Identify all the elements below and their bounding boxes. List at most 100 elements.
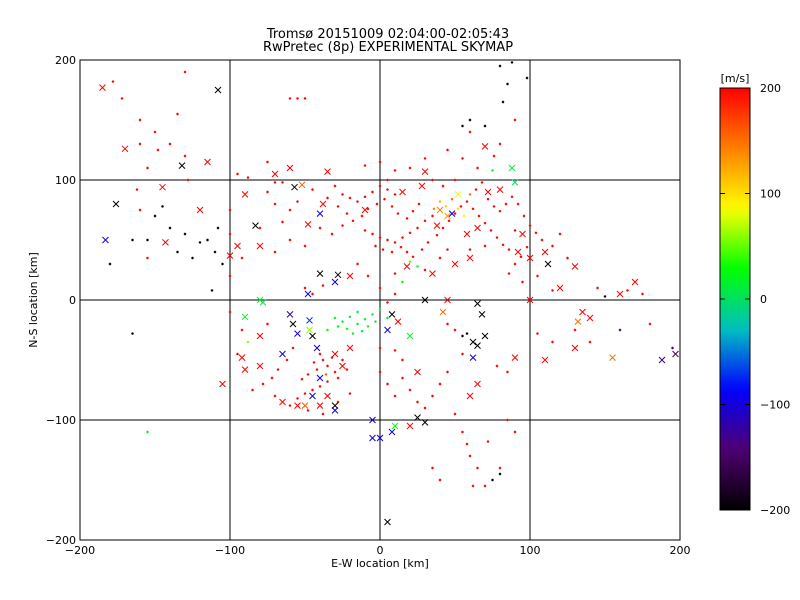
data-point-dot — [356, 262, 359, 266]
data-point-dot — [303, 286, 307, 290]
data-point-dot — [411, 255, 415, 258]
data-point-dot — [321, 284, 325, 287]
data-point-dot — [381, 248, 385, 251]
data-point-dot — [626, 289, 629, 292]
data-point-dot — [461, 430, 464, 434]
data-point-cross — [271, 170, 279, 178]
data-point-cross — [574, 318, 582, 325]
data-point-dot — [206, 238, 209, 242]
data-point-dot — [447, 219, 451, 222]
data-point-dot — [444, 205, 448, 208]
data-point-dot — [498, 142, 502, 146]
data-point-cross — [433, 222, 441, 229]
x-tick-label: 200 — [670, 544, 691, 557]
data-point-cross — [331, 407, 339, 414]
data-point-dot — [491, 169, 494, 172]
data-point-dot — [393, 394, 397, 398]
data-markers — [99, 61, 679, 526]
data-point-dot — [423, 219, 427, 222]
data-point-dot — [318, 226, 322, 230]
data-point-dot — [371, 232, 374, 236]
data-point-cross — [339, 362, 346, 370]
data-point-dot — [471, 484, 475, 488]
data-point-dot — [438, 200, 442, 203]
x-tick-label: −200 — [65, 544, 95, 557]
data-point-dot — [312, 361, 316, 364]
data-point-cross — [466, 392, 474, 400]
data-point-dot — [311, 188, 314, 191]
data-point-cross — [252, 222, 259, 229]
colorbar-tick-label: 200 — [760, 82, 781, 95]
data-point-dot — [513, 262, 517, 266]
data-point-dot — [513, 118, 517, 122]
data-point-dot — [596, 286, 599, 290]
data-point-dot — [588, 340, 592, 344]
data-point-dot — [401, 376, 404, 380]
data-point-cross — [544, 260, 552, 268]
data-point-cross — [463, 230, 471, 238]
data-point-cross — [406, 422, 414, 430]
data-point-cross — [616, 290, 624, 298]
data-point-cross — [474, 300, 481, 307]
data-point-dot — [378, 236, 382, 239]
data-point-cross — [421, 419, 429, 426]
data-point-dot — [501, 243, 505, 246]
data-point-cross — [556, 284, 564, 292]
data-point-cross — [361, 206, 369, 214]
data-point-dot — [393, 169, 397, 172]
data-point-dot — [356, 200, 359, 203]
data-point-dot — [366, 274, 370, 278]
data-point-cross — [391, 422, 399, 430]
data-point-dot — [431, 178, 434, 182]
data-point-dot — [156, 148, 160, 152]
data-point-dot — [476, 166, 479, 170]
data-point-cross — [481, 332, 489, 340]
data-point-dot — [326, 364, 329, 368]
data-point-dot — [671, 346, 674, 350]
data-point-dot — [489, 229, 493, 232]
data-point-dot — [461, 124, 464, 128]
data-point-dot — [468, 248, 472, 251]
y-tick-label: −100 — [46, 414, 76, 427]
data-point-cross — [334, 271, 342, 279]
data-point-cross — [631, 278, 639, 286]
data-point-dot — [366, 325, 370, 328]
data-point-dot — [401, 358, 404, 362]
data-point-dot — [393, 349, 397, 352]
colorbar-tick-label: 100 — [760, 188, 781, 201]
data-point-cross — [609, 354, 616, 361]
data-point-dot — [356, 322, 359, 326]
data-point-cross — [316, 270, 324, 277]
data-point-dot — [513, 229, 517, 232]
data-point-dot — [198, 241, 202, 244]
data-point-dot — [603, 295, 607, 298]
data-point-cross — [304, 221, 312, 228]
data-point-dot — [411, 210, 415, 213]
data-point-dot — [483, 124, 487, 128]
data-point-cross — [406, 332, 414, 340]
data-point-dot — [111, 80, 115, 83]
data-point-cross — [241, 366, 249, 373]
data-point-dot — [176, 250, 179, 254]
data-point-dot — [483, 222, 487, 225]
data-point-dot — [186, 178, 190, 182]
data-point-dot — [438, 478, 442, 482]
data-point-dot — [341, 358, 344, 362]
data-point-dot — [146, 256, 149, 260]
data-point-cross — [286, 311, 294, 318]
data-point-dot — [423, 268, 427, 272]
data-point-dot — [375, 202, 379, 206]
data-point-cross — [306, 326, 313, 334]
data-point-dot — [228, 310, 232, 314]
data-point-dot — [378, 346, 382, 350]
data-point-dot — [266, 322, 269, 326]
colorbar-tick-label: −200 — [760, 504, 790, 517]
data-point-dot — [360, 330, 364, 333]
data-point-cross — [454, 191, 462, 198]
data-point-dot — [146, 430, 149, 434]
data-point-dot — [228, 232, 232, 236]
data-point-dot — [303, 392, 307, 395]
data-point-dot — [378, 160, 382, 164]
data-point-dot — [468, 118, 472, 122]
data-point-dot — [363, 229, 367, 232]
